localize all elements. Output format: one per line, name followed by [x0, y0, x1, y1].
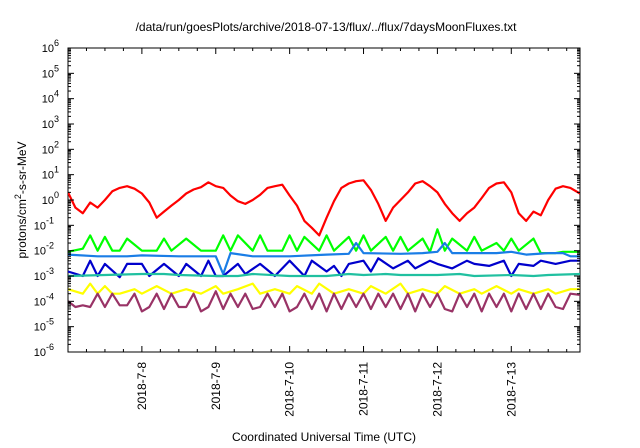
- y-tick-label: 105: [42, 63, 59, 80]
- y-tick-label: 10-1: [34, 215, 54, 232]
- x-tick-label: 2018-7-9: [209, 362, 223, 410]
- series-line-3: [68, 241, 580, 276]
- y-tick-label: 10-6: [34, 342, 54, 359]
- x-tick-label: 2018-7-8: [135, 362, 149, 410]
- y-tick-label: 101: [42, 165, 59, 182]
- y-tick-label: 103: [42, 114, 59, 131]
- y-axis-label-group: protons/cm2-s-sr-MeV: [13, 141, 29, 258]
- y-axis-label: protons/cm2-s-sr-MeV: [13, 141, 29, 258]
- y-tick-label: 10-4: [34, 291, 54, 308]
- y-tick-label: 100: [42, 190, 59, 207]
- series-line-5: [68, 272, 580, 278]
- series-line-4: [68, 257, 580, 279]
- series-group: [68, 179, 580, 313]
- y-tick-label: 106: [42, 38, 59, 55]
- plot-area: 106 105 104 103 102 101 100 10-1 10-2 10-3 10-4 10-…: [34, 38, 581, 417]
- x-tick-label: 2018-7-12: [430, 362, 444, 417]
- x-tick-label: 2018-7-13: [504, 362, 518, 417]
- series-line-1: [68, 179, 580, 237]
- y-tick-label: 104: [42, 89, 59, 106]
- x-tick-label: 2018-7-11: [357, 362, 371, 416]
- series-line-7: [68, 290, 580, 313]
- y-tick-label: 102: [42, 139, 59, 156]
- series-line-2: [68, 228, 580, 255]
- x-tick-label: 2018-7-10: [283, 362, 297, 417]
- y-tick-label: 10-3: [34, 266, 54, 283]
- y-tick-label: 10-5: [34, 317, 54, 334]
- y-tick-label: 10-2: [34, 241, 54, 258]
- series-line-6: [68, 282, 580, 295]
- chart-title: /data/run/goesPlots/archive/2018-07-13/f…: [136, 20, 518, 34]
- x-axis-label: Coordinated Universal Time (UTC): [232, 430, 416, 444]
